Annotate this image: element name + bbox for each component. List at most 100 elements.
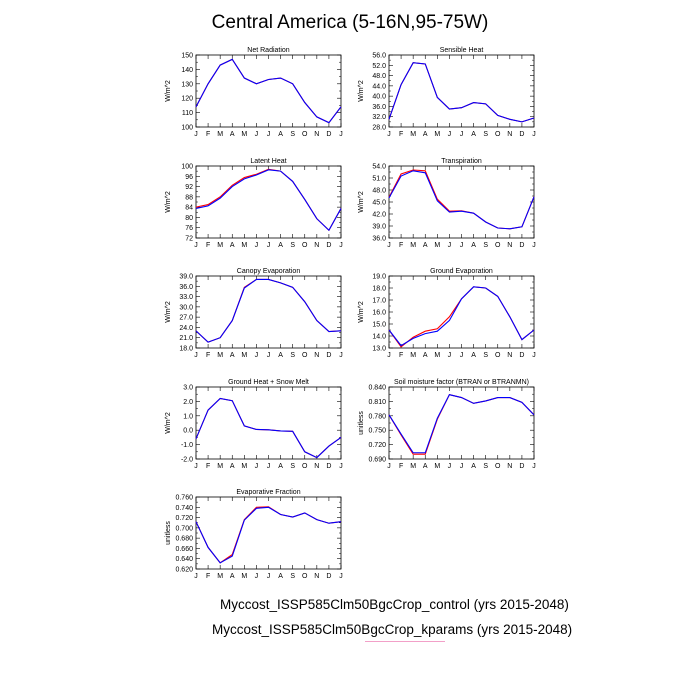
x-tick-label: J — [448, 131, 452, 138]
x-tick-label: J — [267, 242, 271, 249]
x-tick-label: M — [434, 242, 440, 249]
y-tick-label: 28.0 — [372, 125, 386, 132]
x-tick-label: M — [410, 131, 416, 138]
x-tick-label: A — [230, 463, 235, 470]
x-tick-label: J — [339, 131, 343, 138]
x-tick-label: J — [532, 352, 536, 359]
y-tick-label: 54.0 — [372, 164, 386, 171]
y-tick-label: 40.0 — [372, 94, 386, 101]
x-tick-label: S — [483, 352, 488, 359]
x-tick-label: M — [434, 131, 440, 138]
panel-title: Latent Heat — [250, 158, 286, 165]
x-tick-label: D — [519, 463, 524, 470]
y-tick-label: 0.660 — [175, 546, 193, 553]
x-tick-label: F — [206, 573, 210, 580]
x-tick-label: O — [495, 352, 501, 359]
x-tick-label: O — [495, 242, 501, 249]
plot-frame — [195, 386, 342, 460]
y-tick-label: 0.0 — [183, 428, 193, 435]
y-tick-label: 0.740 — [175, 505, 193, 512]
x-tick-label: M — [217, 352, 223, 359]
x-tick-label: J — [460, 242, 464, 249]
series-line — [388, 394, 535, 454]
chart-panel-6: Ground Heat + Snow Melt W/m^2 -2.0 -1.0 0.0 1… — [165, 379, 343, 470]
x-tick-label: S — [290, 573, 295, 580]
y-tick-label: 39.0 — [372, 224, 386, 231]
x-tick-label: J — [267, 131, 271, 138]
x-tick-label: J — [448, 242, 452, 249]
y-tick-label: 15.0 — [372, 322, 386, 329]
y-tick-label: 16.0 — [372, 310, 386, 317]
y-tick-label: 24.0 — [179, 325, 193, 332]
series-line — [388, 170, 535, 230]
x-tick-label: J — [532, 131, 536, 138]
x-tick-label: J — [448, 352, 452, 359]
x-tick-label: D — [326, 131, 331, 138]
y-tick-label: 1.0 — [183, 413, 193, 420]
x-tick-label: J — [532, 242, 536, 249]
x-tick-label: J — [194, 131, 198, 138]
y-tick-label: 0.840 — [368, 385, 386, 392]
panel-title: Ground Evaporation — [430, 268, 493, 275]
x-tick-label: A — [230, 352, 235, 359]
y-axis-label: W/m^2 — [165, 301, 172, 323]
legend-entry-kparams: Myccost_ISSP585Clm50BgcCrop_kparams (yrs… — [212, 622, 573, 637]
y-tick-label: 100 — [181, 125, 193, 132]
x-tick-label: A — [423, 242, 428, 249]
panel-title: Soil moisture factor (BTRAN or BTRANMN) — [394, 379, 529, 386]
chart-panel-1: Sensible Heat W/m^2 28.0 32.0 36.0 40.0 44.0 48… — [358, 47, 536, 138]
x-tick-label: J — [460, 352, 464, 359]
x-tick-label: J — [448, 463, 452, 470]
series-line — [388, 394, 535, 455]
x-tick-label: F — [206, 131, 210, 138]
x-tick-label: O — [302, 573, 308, 580]
x-tick-label: A — [471, 352, 476, 359]
series-line — [388, 169, 535, 230]
series-line — [388, 62, 535, 123]
y-tick-label: 52.0 — [372, 63, 386, 70]
legend-swatch-line — [365, 641, 445, 642]
x-tick-label: J — [255, 131, 259, 138]
plot-frame — [388, 275, 535, 349]
x-tick-label: S — [290, 352, 295, 359]
y-tick-label: 100 — [181, 164, 193, 171]
x-tick-label: N — [507, 131, 512, 138]
y-axis-label: unitless — [165, 521, 172, 545]
x-tick-label: M — [410, 463, 416, 470]
series-line — [195, 58, 342, 124]
x-tick-label: J — [460, 463, 464, 470]
y-tick-label: 33.0 — [179, 294, 193, 301]
x-tick-label: O — [495, 131, 501, 138]
y-tick-label: 140 — [181, 67, 193, 74]
x-tick-label: M — [434, 352, 440, 359]
x-tick-label: O — [495, 463, 501, 470]
y-tick-label: 88 — [185, 194, 193, 201]
x-tick-label: M — [241, 242, 247, 249]
x-tick-label: S — [290, 242, 295, 249]
x-tick-label: M — [241, 352, 247, 359]
y-tick-label: 0.760 — [175, 495, 193, 502]
y-tick-label: 80 — [185, 215, 193, 222]
x-tick-label: O — [302, 463, 308, 470]
x-tick-label: D — [326, 242, 331, 249]
series-line — [388, 62, 535, 123]
series-line — [195, 506, 342, 564]
y-tick-label: 21.0 — [179, 335, 193, 342]
y-tick-label: -2.0 — [181, 457, 193, 464]
panel-title: Transpiration — [441, 158, 482, 165]
y-tick-label: 76 — [185, 225, 193, 232]
y-tick-label: 0.720 — [175, 515, 193, 522]
y-tick-label: 110 — [182, 110, 193, 117]
x-tick-label: A — [471, 242, 476, 249]
x-tick-label: J — [339, 463, 343, 470]
x-tick-label: J — [460, 131, 464, 138]
x-tick-label: F — [206, 463, 210, 470]
y-tick-label: 27.0 — [179, 315, 193, 322]
x-tick-label: D — [326, 352, 331, 359]
x-tick-label: J — [387, 463, 391, 470]
x-tick-label: D — [326, 573, 331, 580]
chart-panel-4: Canopy Evaporation W/m^2 18.0 21.0 24.0 27.0 3… — [165, 268, 343, 359]
plot-frame — [195, 165, 342, 239]
y-tick-label: 0.780 — [368, 413, 386, 420]
series-line — [195, 397, 342, 459]
